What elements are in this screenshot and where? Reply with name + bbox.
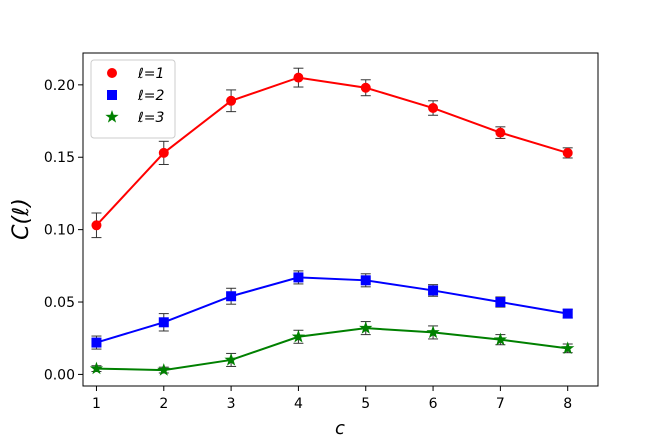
x-tick-label: 8 — [563, 396, 572, 412]
plot-frame — [82, 52, 599, 387]
data-point — [291, 329, 306, 343]
data-point — [426, 325, 440, 339]
legend-entry: ℓ=1 — [137, 66, 164, 82]
data-point — [495, 297, 506, 308]
x-tick-label: 2 — [159, 396, 168, 412]
data-point — [359, 321, 373, 334]
data-point — [562, 308, 573, 319]
legend-entry: ℓ=2 — [137, 88, 165, 104]
data-point — [428, 285, 439, 296]
legend-entry: ℓ=3 — [137, 110, 164, 126]
x-tick-label: 6 — [429, 396, 438, 412]
data-point — [157, 363, 171, 376]
y-axis-label: C(ℓ) — [9, 198, 34, 240]
y-tick-label: 0.00 — [44, 367, 75, 383]
series-2 — [91, 270, 573, 350]
data-point — [360, 82, 371, 93]
series-line — [95, 76, 568, 226]
series-line — [96, 327, 568, 372]
x-tick-label: 7 — [496, 396, 505, 412]
data-point — [293, 72, 304, 83]
y-tick-label: 0.20 — [44, 78, 75, 94]
data-point — [495, 127, 506, 138]
data-point — [428, 103, 439, 114]
x-tick-label: 4 — [294, 396, 303, 412]
data-point — [562, 147, 573, 158]
series-line — [96, 276, 568, 344]
y-tick-label: 0.10 — [44, 223, 75, 239]
legend-marker — [107, 90, 117, 100]
legend-marker — [105, 110, 119, 123]
ticks-layer: 1 2 3 4 5 6 7 8 0.00 0.05 0.10 0.15 0.20 — [44, 78, 572, 412]
data-point — [360, 275, 371, 286]
series-layer — [89, 67, 575, 376]
x-tick-label: 3 — [227, 396, 236, 412]
data-point — [226, 95, 237, 106]
data-point — [561, 341, 575, 355]
series-1 — [91, 67, 573, 239]
data-point — [158, 317, 169, 328]
legend-marker — [107, 68, 117, 78]
data-point — [91, 220, 102, 231]
data-point — [293, 272, 304, 283]
data-point — [89, 361, 104, 375]
data-point — [224, 352, 238, 366]
data-point — [226, 291, 237, 302]
data-point — [158, 147, 169, 158]
x-axis-label: c — [335, 418, 345, 439]
series-3 — [89, 321, 575, 376]
y-tick-label: 0.05 — [44, 295, 75, 311]
data-point — [493, 332, 508, 346]
legend: ℓ=1 ℓ=2 ℓ=3 — [90, 59, 176, 139]
x-tick-label: 5 — [361, 396, 370, 412]
y-tick-label: 0.15 — [44, 150, 75, 166]
data-point — [91, 337, 102, 348]
x-tick-label: 1 — [92, 396, 101, 412]
